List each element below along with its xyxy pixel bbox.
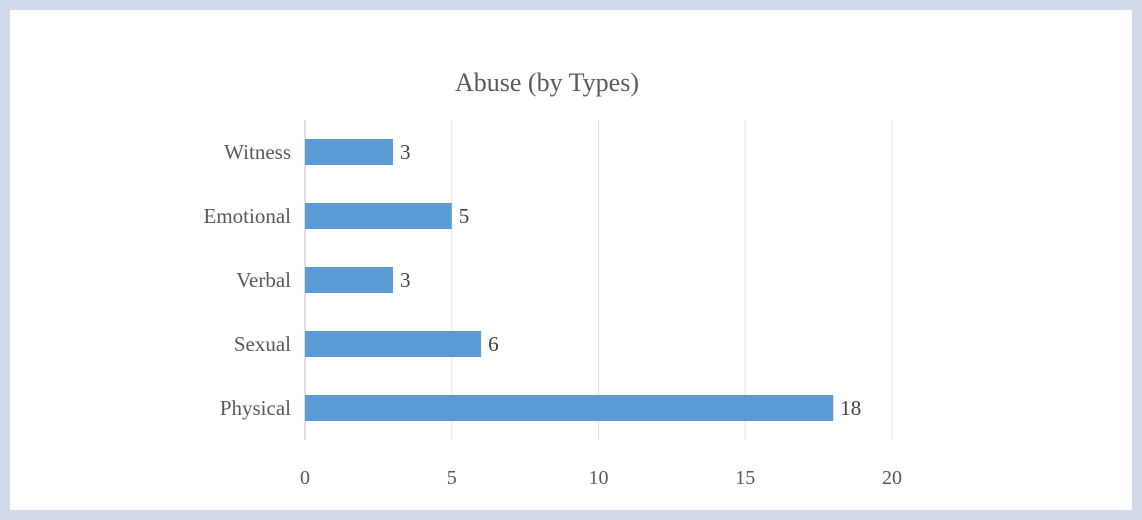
bar-emotional: [305, 203, 452, 229]
x-tick-label: 0: [300, 467, 310, 489]
gridlines: [304, 120, 893, 440]
category-label: Verbal: [236, 268, 291, 292]
chart-frame: Abuse (by Types) Witness Emotional Verbal S…: [10, 10, 1132, 510]
category-labels: Witness Emotional Verbal Sexual Physical: [204, 140, 292, 420]
bar-verbal: [305, 267, 394, 293]
data-label: 6: [488, 332, 499, 356]
category-label: Sexual: [234, 332, 291, 356]
bar-sexual: [305, 331, 482, 357]
category-label: Witness: [224, 140, 291, 164]
x-axis-ticks: 0 5 10 15 20: [300, 467, 902, 489]
x-tick-label: 20: [882, 467, 902, 489]
bars: [305, 139, 834, 421]
data-labels: 3 5 3 6 18: [400, 140, 861, 420]
data-label: 5: [459, 204, 470, 228]
x-tick-label: 10: [589, 467, 609, 489]
bar-physical: [305, 395, 834, 421]
data-label: 18: [840, 396, 861, 420]
x-tick-label: 15: [735, 467, 755, 489]
category-label: Physical: [220, 396, 291, 420]
bar-chart: Abuse (by Types) Witness Emotional Verbal S…: [204, 68, 903, 489]
x-tick-label: 5: [447, 467, 457, 489]
chart-title: Abuse (by Types): [455, 68, 639, 97]
data-label: 3: [400, 268, 411, 292]
bar-witness: [305, 139, 394, 165]
category-label: Emotional: [204, 204, 292, 228]
data-label: 3: [400, 140, 411, 164]
